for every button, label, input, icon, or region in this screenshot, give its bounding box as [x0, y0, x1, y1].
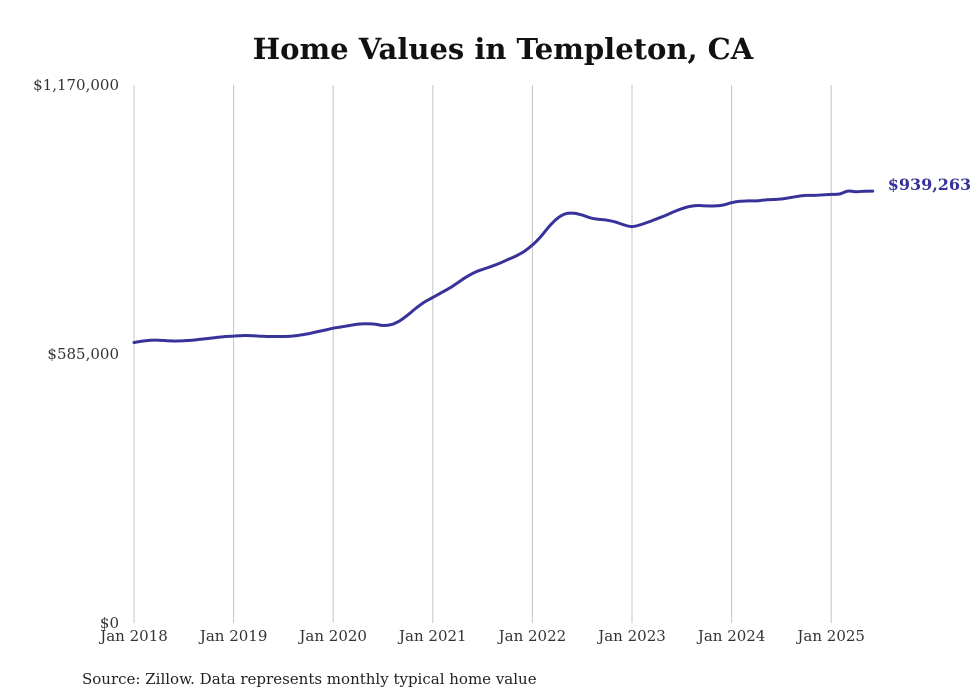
x-axis-ticks: Jan 2018 Jan 2019 Jan 2020 Jan 2021 Jan 2022…	[98, 627, 865, 645]
source-note: Source: Zillow. Data represents monthly …	[82, 670, 537, 688]
y-axis-ticks: $0 $585,000 $1,170,000	[33, 76, 119, 632]
chart-title: Home Values in Templeton, CA	[253, 32, 754, 66]
gridlines	[133, 85, 832, 623]
x-tick-label: Jan 2018	[98, 627, 168, 645]
x-tick-label: Jan 2023	[596, 627, 666, 645]
y-tick-label: $1,170,000	[33, 76, 119, 94]
x-tick-label: Jan 2019	[198, 627, 268, 645]
y-tick-label: $0	[100, 614, 119, 632]
x-tick-label: Jan 2020	[297, 627, 367, 645]
y-tick-label: $585,000	[47, 345, 119, 363]
series-line-home-value	[132, 189, 875, 344]
x-tick-label: Jan 2022	[497, 627, 567, 645]
end-value-label: $939,263	[888, 175, 972, 194]
x-tick-label: Jan 2024	[696, 627, 766, 645]
x-tick-label: Jan 2021	[397, 627, 467, 645]
x-tick-label: Jan 2025	[795, 627, 865, 645]
